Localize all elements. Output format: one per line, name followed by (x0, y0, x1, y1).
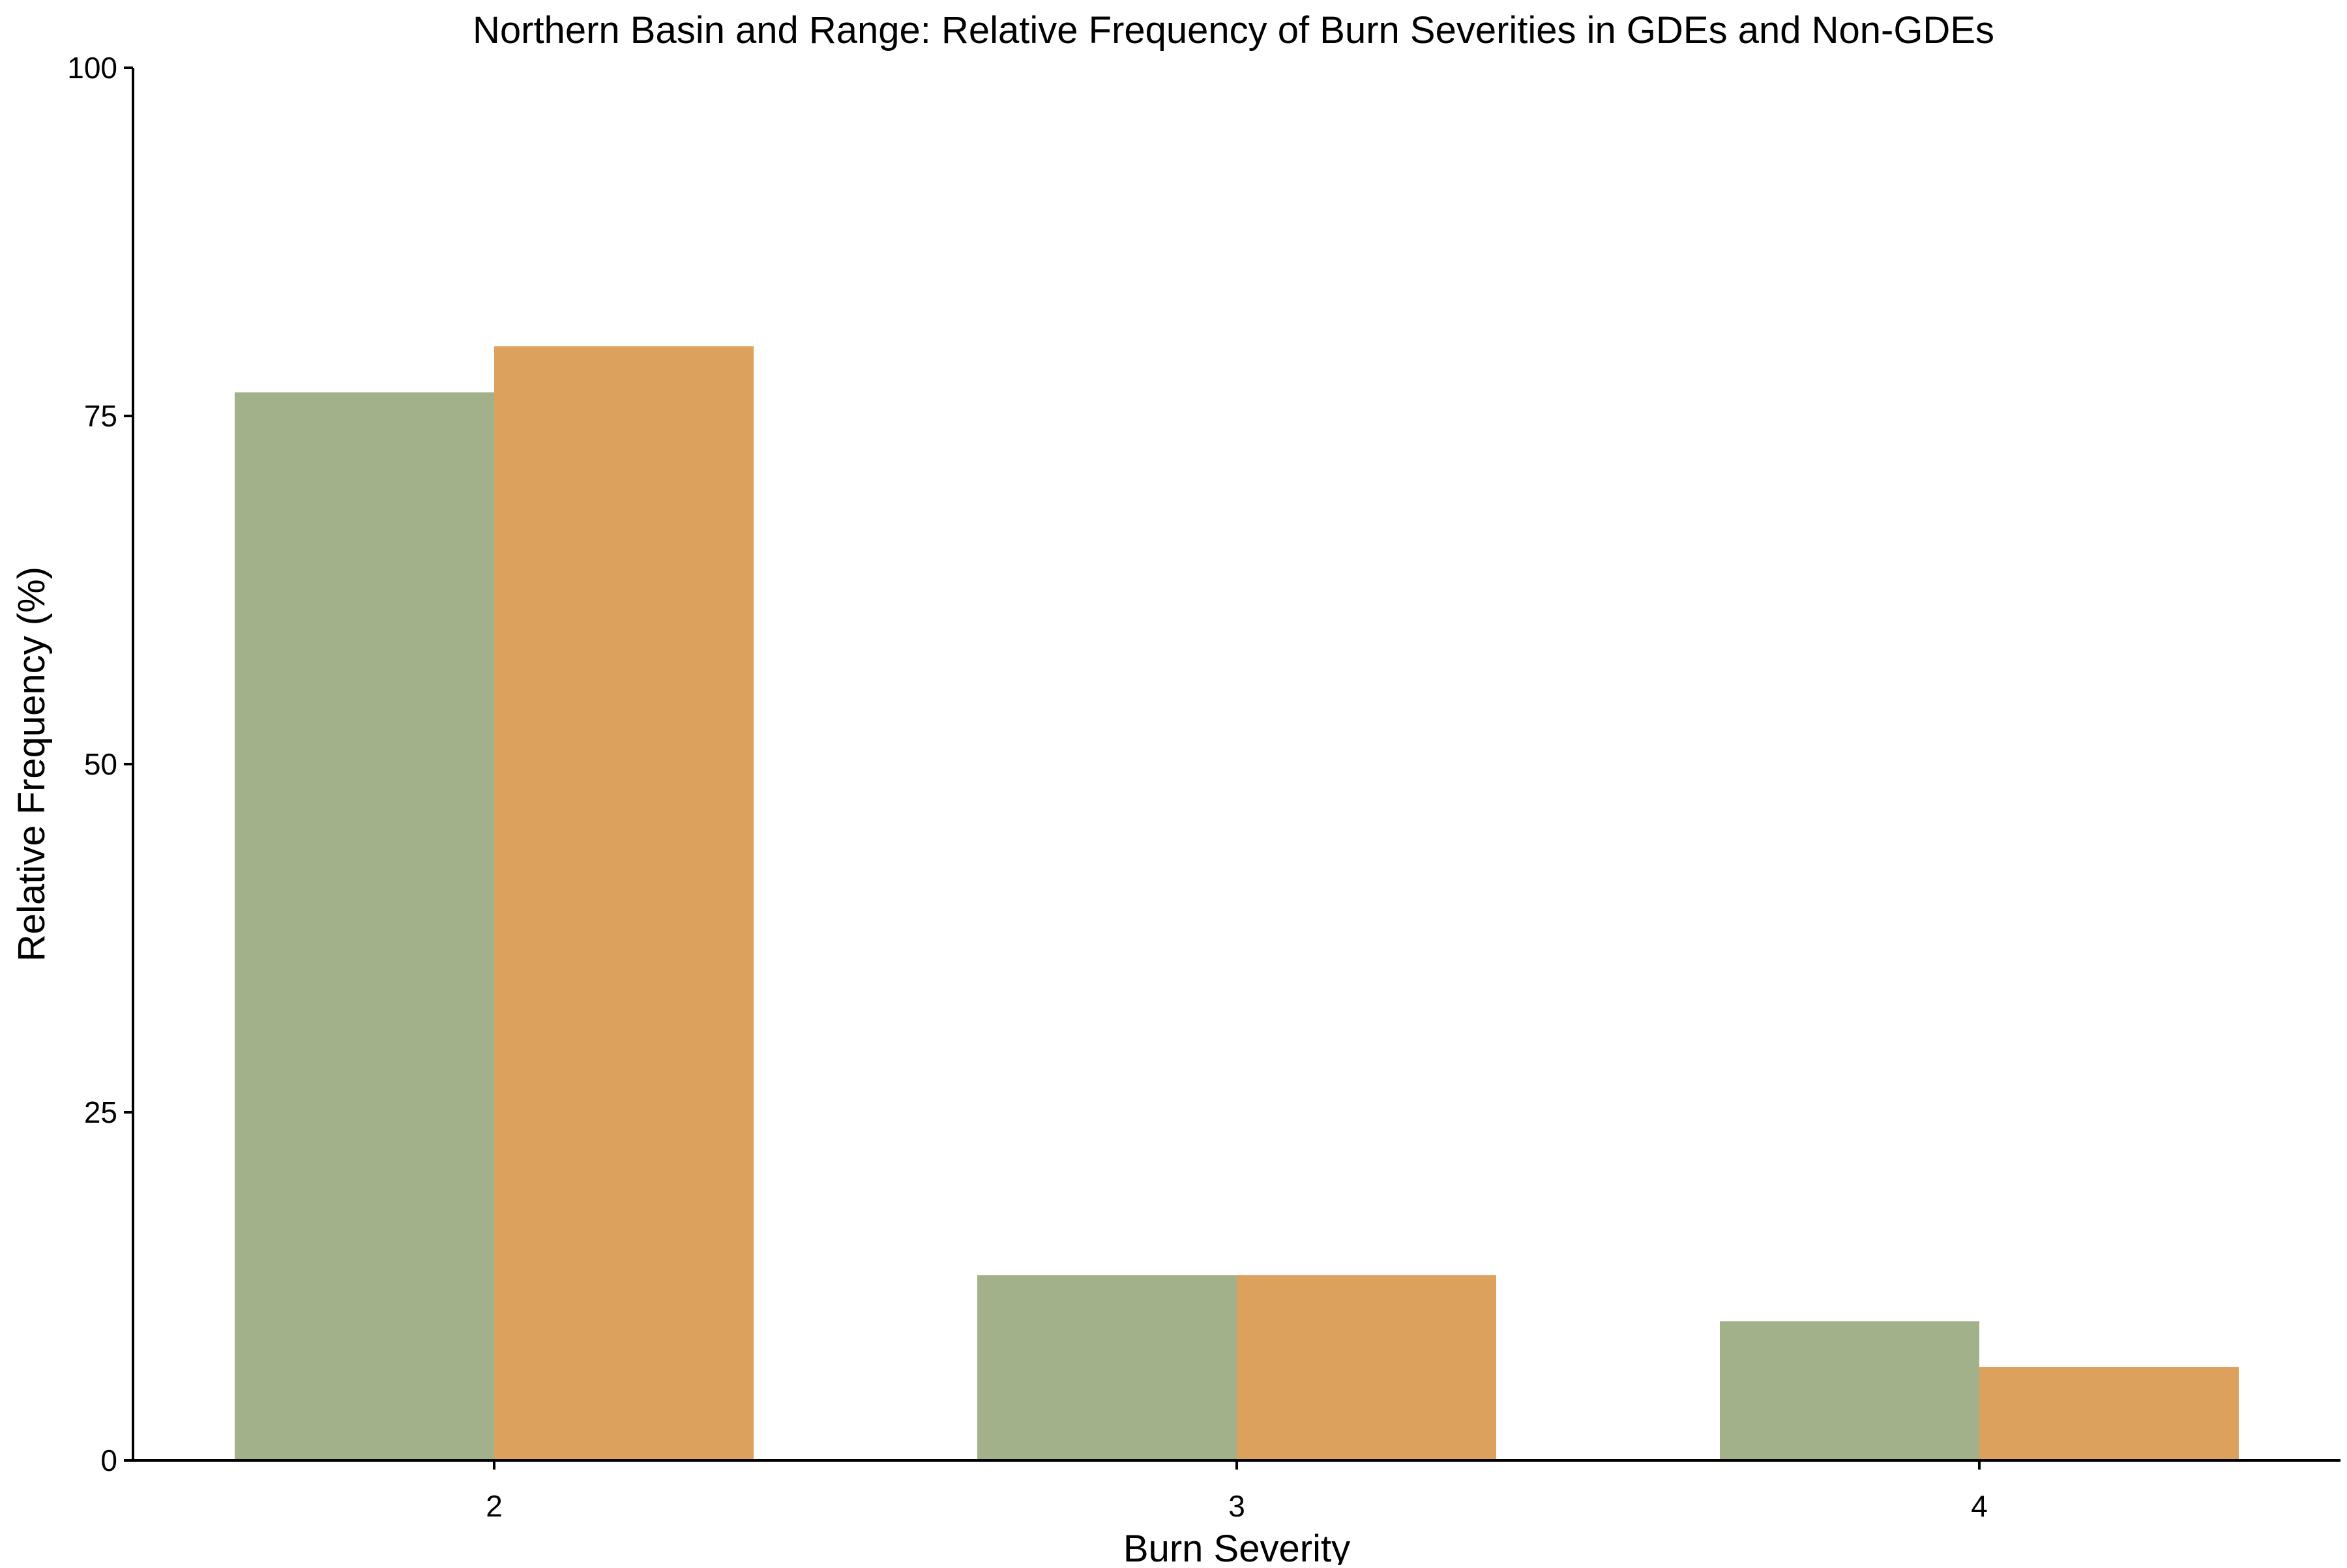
bars-layer (235, 346, 2239, 1461)
x-axis-ticks: 2 3 4 (486, 1460, 1988, 1523)
y-tick-label: 75 (84, 399, 117, 433)
bar-series-1-category-2 (235, 392, 494, 1460)
y-axis-label: Relative Frequency (%) (10, 567, 53, 962)
y-tick-label: 0 (100, 1443, 117, 1477)
x-tick-label: 2 (486, 1489, 503, 1523)
y-axis-ticks: 0 25 50 75 100 (67, 51, 133, 1477)
bar-series-2-category-3 (1237, 1275, 1496, 1460)
bar-series-1-category-4 (1720, 1321, 1979, 1460)
bar-series-1-category-3 (977, 1275, 1237, 1460)
x-axis-label: Burn Severity (1123, 1528, 1350, 1565)
x-tick-label: 3 (1228, 1489, 1245, 1523)
bar-series-2-category-4 (1979, 1367, 2239, 1460)
bar-series-2-category-2 (494, 346, 754, 1461)
chart-title: Northern Basin and Range: Relative Frequ… (473, 9, 1994, 52)
y-tick-label: 100 (67, 51, 117, 85)
x-tick-label: 4 (1971, 1489, 1988, 1523)
y-tick-label: 50 (84, 747, 117, 781)
y-tick-label: 25 (84, 1095, 117, 1129)
